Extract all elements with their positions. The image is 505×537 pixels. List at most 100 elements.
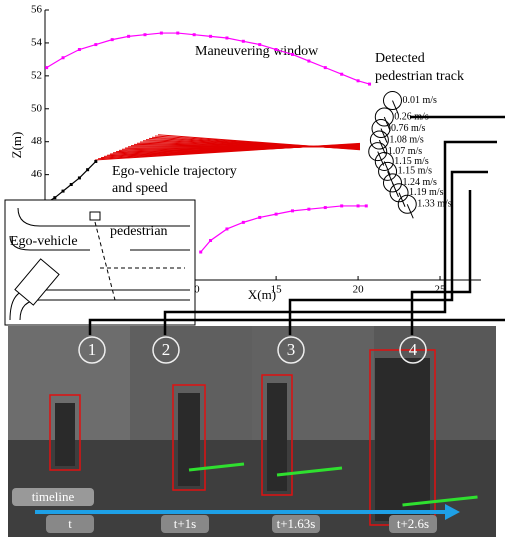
- timeline-head: [445, 504, 460, 520]
- inset: Ego-vehicle pedestrian: [4, 199, 196, 326]
- heading: [383, 116, 391, 132]
- time-box: [272, 515, 320, 533]
- annotation: Maneuvering window: [195, 44, 319, 59]
- point: [356, 79, 360, 83]
- pedestrian: [178, 393, 200, 486]
- point: [340, 204, 344, 208]
- speed-label: 1.24 m/s: [402, 177, 437, 188]
- speed-label: 0.76 m/s: [391, 123, 426, 134]
- step-number: 2: [162, 340, 171, 359]
- point: [368, 82, 372, 86]
- point: [127, 34, 131, 38]
- point: [143, 33, 147, 37]
- point: [340, 72, 344, 76]
- pedestrian-point: [378, 161, 398, 181]
- time-label: t+1s: [174, 516, 197, 531]
- point: [225, 36, 229, 40]
- point: [258, 43, 262, 47]
- point: [241, 39, 245, 43]
- speed-label: 1.33 m/s: [417, 199, 452, 210]
- pedestrian: [267, 383, 287, 491]
- y-tick-label: 46: [31, 168, 43, 180]
- x-tick-label: 15: [271, 284, 283, 296]
- point: [323, 66, 327, 70]
- y-tick-label: 52: [31, 69, 42, 81]
- annotation: and speed: [112, 181, 168, 196]
- velocity: [276, 466, 343, 477]
- point: [307, 207, 311, 211]
- heading: [406, 204, 414, 219]
- step-circle: [152, 336, 180, 364]
- inset-label: pedestrian: [110, 224, 168, 239]
- pedestrian-point: [397, 194, 417, 214]
- timeline-box: [12, 488, 94, 506]
- point: [61, 189, 65, 193]
- point: [159, 31, 163, 35]
- time-box: [46, 515, 94, 533]
- point: [356, 204, 360, 208]
- point: [77, 176, 81, 180]
- bbox: [49, 394, 81, 471]
- point: [61, 56, 65, 60]
- timeline-label: timeline: [32, 489, 75, 504]
- point: [86, 168, 90, 172]
- point: [192, 33, 196, 37]
- speed-label: 1.19 m/s: [409, 187, 444, 198]
- pedestrian: [55, 403, 75, 466]
- point: [199, 250, 203, 254]
- y-tick-label: 50: [31, 102, 43, 114]
- velocity: [402, 495, 478, 507]
- point: [209, 34, 213, 38]
- bbox: [261, 374, 293, 496]
- x-tick-label: 20: [353, 284, 365, 296]
- point: [45, 66, 49, 70]
- series-line: [200, 205, 367, 253]
- pedestrian-point: [368, 142, 388, 162]
- step-circle: [78, 336, 106, 364]
- point: [77, 48, 81, 52]
- pedestrian-point: [369, 130, 389, 150]
- step-number: 3: [287, 340, 296, 359]
- speed-fan: [94, 134, 361, 161]
- speed-label: 1.15 m/s: [398, 166, 433, 177]
- road: [9, 207, 190, 321]
- step-number: 1: [88, 340, 97, 359]
- pedestrian-point: [374, 107, 394, 127]
- point: [274, 48, 278, 52]
- speed-label: 1.15 m/s: [394, 156, 429, 167]
- time-box: [161, 515, 209, 533]
- point: [291, 209, 295, 213]
- pedestrian-point: [382, 91, 402, 111]
- point: [53, 196, 57, 200]
- point: [323, 206, 327, 210]
- x-axis-label: X(m): [248, 287, 276, 302]
- pedestrian-point: [382, 173, 402, 193]
- inset-label: Ego-vehicle: [10, 234, 78, 249]
- pedestrian-point: [374, 151, 394, 171]
- point: [110, 38, 114, 42]
- photo-strip: 1 t 2 t+1s 3 t+1.63s 4 t+2.6s timeline: [8, 326, 496, 537]
- point: [209, 238, 213, 242]
- point: [364, 204, 368, 208]
- point: [69, 183, 73, 187]
- path: [94, 221, 116, 301]
- annotation: Ego-vehicle trajectory: [112, 164, 237, 179]
- annotation: pedestrian track: [375, 69, 464, 84]
- bbox: [172, 384, 206, 491]
- time-box: [389, 515, 437, 533]
- point: [94, 159, 98, 163]
- speed-label: 1.08 m/s: [389, 134, 424, 145]
- fan-line: [157, 134, 361, 151]
- y-tick-label: 54: [31, 36, 43, 48]
- y-tick-label: 56: [31, 4, 43, 16]
- step-circle: [399, 336, 427, 364]
- x-tick-label: 25: [435, 284, 447, 296]
- y-tick-label: 48: [31, 135, 43, 147]
- annotation: Detected: [375, 51, 425, 66]
- pedestrian-icon: [89, 211, 101, 221]
- step-number: 4: [409, 340, 418, 359]
- point: [291, 52, 295, 56]
- point: [258, 215, 262, 219]
- point: [274, 212, 278, 216]
